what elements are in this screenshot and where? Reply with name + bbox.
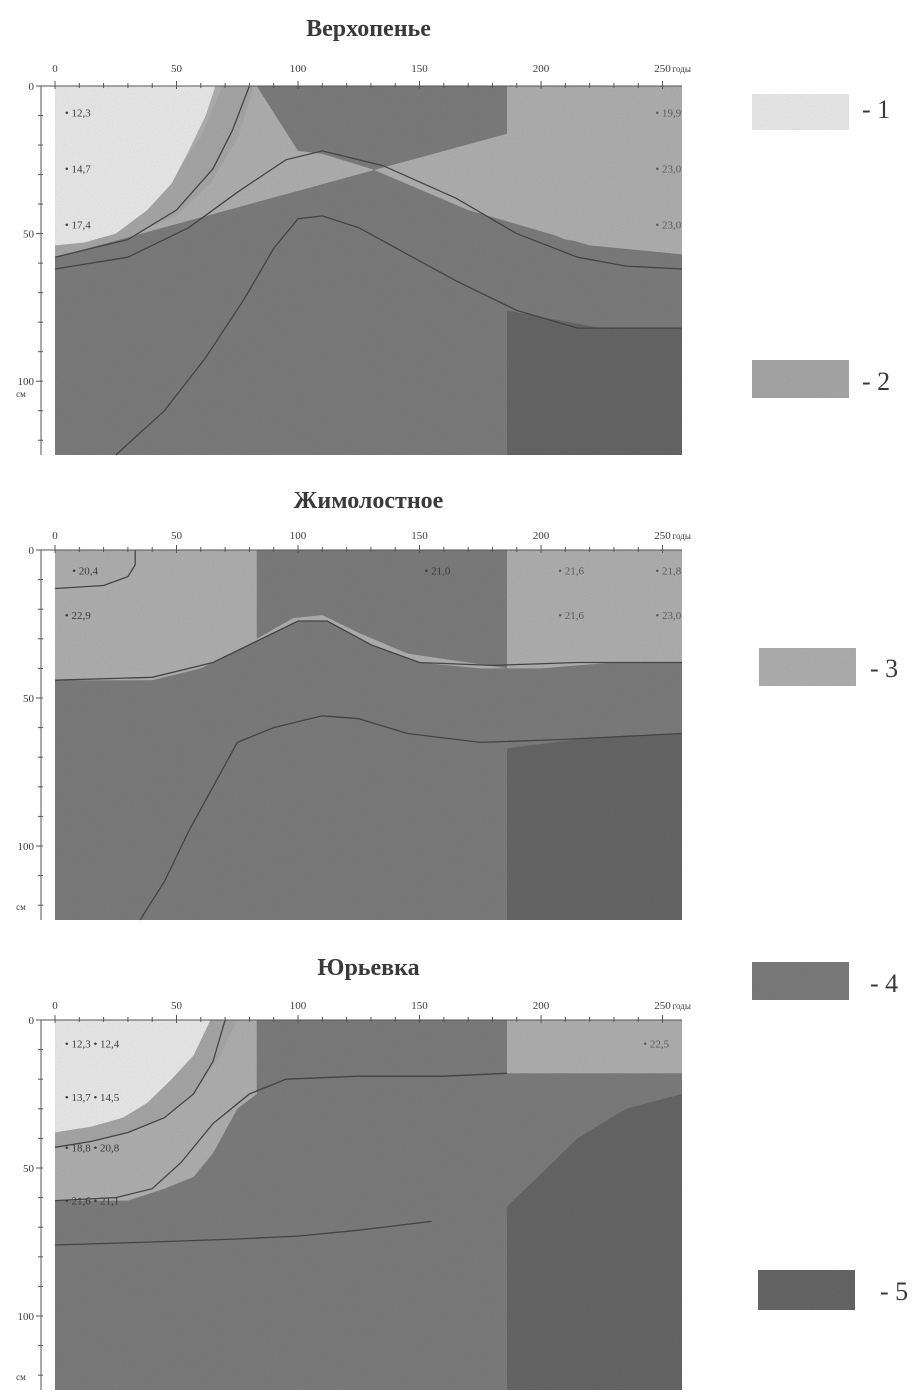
boundary-line [54, 1072, 508, 1202]
x-tick-label: 0 [52, 530, 58, 542]
x-tick-label: 50 [171, 1000, 183, 1012]
y-tick-label: 50 [23, 693, 35, 705]
data-value-label: • 21,0 [425, 566, 451, 578]
boundary-line [115, 215, 682, 456]
zone-region-class-3 [55, 550, 682, 681]
data-value-label: • 19,9 [655, 108, 681, 120]
x-tick-label: 250 [654, 530, 671, 542]
y-axis-unit: см [16, 902, 26, 912]
data-value-label: • 12,3 • 12,4 [65, 1039, 120, 1051]
zone-region-class-3 [507, 1020, 682, 1074]
boundary-line [54, 1220, 432, 1246]
data-value-label: • 18,8 • 20,8 [65, 1142, 120, 1154]
data-value-label: • 21,6 • 21,1 [65, 1196, 119, 1208]
data-value-label: • 21,6 [558, 566, 584, 578]
x-tick-label: 200 [533, 63, 550, 75]
y-axis-unit: см [16, 1372, 26, 1382]
x-tick-label: 200 [533, 530, 550, 542]
legend-swatch-5 [758, 1270, 855, 1310]
data-value-label: • 17,4 [65, 220, 91, 232]
x-tick-label: 250 [654, 1000, 671, 1012]
y-tick-label: 0 [29, 1015, 35, 1027]
chart-panel-yurievka: Юрьевка 0 50 100 150 200 250 годы 0 50 100 см • 12,3… [16, 955, 691, 1390]
data-value-label: • 13,7 • 14,5 [65, 1092, 120, 1104]
x-tick-label: 0 [52, 63, 58, 75]
y-tick-label: 100 [18, 841, 35, 853]
zone-region-class-3 [507, 86, 682, 255]
data-value-label: • 12,3 [65, 108, 91, 120]
x-tick-label: 100 [290, 63, 307, 75]
y-axis-unit: см [16, 389, 26, 399]
y-tick-label: 50 [23, 229, 35, 241]
x-tick-label: 50 [171, 63, 183, 75]
zone-region-class-2 [55, 1020, 238, 1148]
legend-label-4: - 4 [870, 969, 898, 998]
zone-region-class-5 [507, 1094, 682, 1390]
x-tick-label: 100 [290, 530, 307, 542]
chart-title: Жимолостное [294, 488, 444, 514]
boundary-line [54, 150, 683, 270]
data-value-label: • 22,9 [65, 610, 91, 622]
x-axis-unit: годы [673, 1001, 691, 1011]
boundary-line [54, 85, 251, 258]
legend-swatch-2 [752, 360, 849, 398]
chart-title: Юрьевка [317, 955, 419, 981]
data-value-label: • 21,6 [558, 610, 584, 622]
y-tick-label: 0 [29, 545, 35, 557]
boundary-line [54, 550, 136, 590]
x-tick-label: 250 [654, 63, 671, 75]
zone-region-class-5 [507, 733, 682, 920]
legend-item-2: - 2 [752, 360, 890, 398]
y-tick-label: 100 [18, 376, 35, 388]
x-tick-label: 150 [411, 63, 428, 75]
legend-label-3: - 3 [870, 654, 898, 683]
legend-swatch-4 [752, 962, 849, 1000]
zone-region-class-2 [55, 86, 255, 258]
legend-item-3: - 3 [759, 648, 898, 686]
chart-title: Верхопенье [306, 16, 431, 42]
x-axis-unit: годы [673, 64, 691, 74]
data-value-label: • 23,0 [655, 220, 681, 232]
boundary-line [54, 620, 682, 681]
y-tick-label: 100 [18, 1311, 35, 1323]
y-tick-label: 0 [29, 81, 35, 93]
x-tick-label: 200 [533, 1000, 550, 1012]
zone-region-class-5 [507, 310, 682, 455]
boundary-line [54, 1019, 226, 1148]
legend-item-1: - 1 [752, 94, 890, 130]
legend-label-1: - 1 [862, 95, 890, 124]
data-value-label: • 21,8 [655, 566, 681, 578]
legend-label-5: - 5 [880, 1277, 908, 1306]
legend: - 1 - 2 - 3 - 4 - 5 [752, 94, 908, 1310]
boundary-line [139, 715, 683, 921]
x-tick-label: 150 [411, 530, 428, 542]
x-tick-label: 50 [171, 530, 183, 542]
data-value-label: • 20,4 [72, 566, 98, 578]
x-axis-unit: годы [673, 531, 691, 541]
legend-swatch-1 [752, 94, 849, 130]
data-value-label: • 14,7 [65, 164, 91, 176]
chart-panel-zhimolostnoe: Жимолостное 0 50 100 150 200 250 годы 0 50 100 см • … [16, 488, 691, 921]
x-tick-label: 100 [290, 1000, 307, 1012]
zone-region-class-1 [55, 1020, 211, 1133]
legend-item-5: - 5 [758, 1270, 908, 1310]
data-value-label: • 22,5 [643, 1039, 669, 1051]
data-value-label: • 23,0 [655, 164, 681, 176]
x-tick-label: 150 [411, 1000, 428, 1012]
legend-label-2: - 2 [862, 367, 890, 396]
x-tick-label: 0 [52, 1000, 58, 1012]
data-value-label: • 23,0 [655, 610, 681, 622]
legend-swatch-3 [759, 648, 856, 686]
y-tick-label: 50 [23, 1163, 35, 1175]
zone-region-class-1 [55, 86, 216, 246]
zone-region-class-4 [115, 215, 508, 455]
legend-item-4: - 4 [752, 962, 898, 1000]
